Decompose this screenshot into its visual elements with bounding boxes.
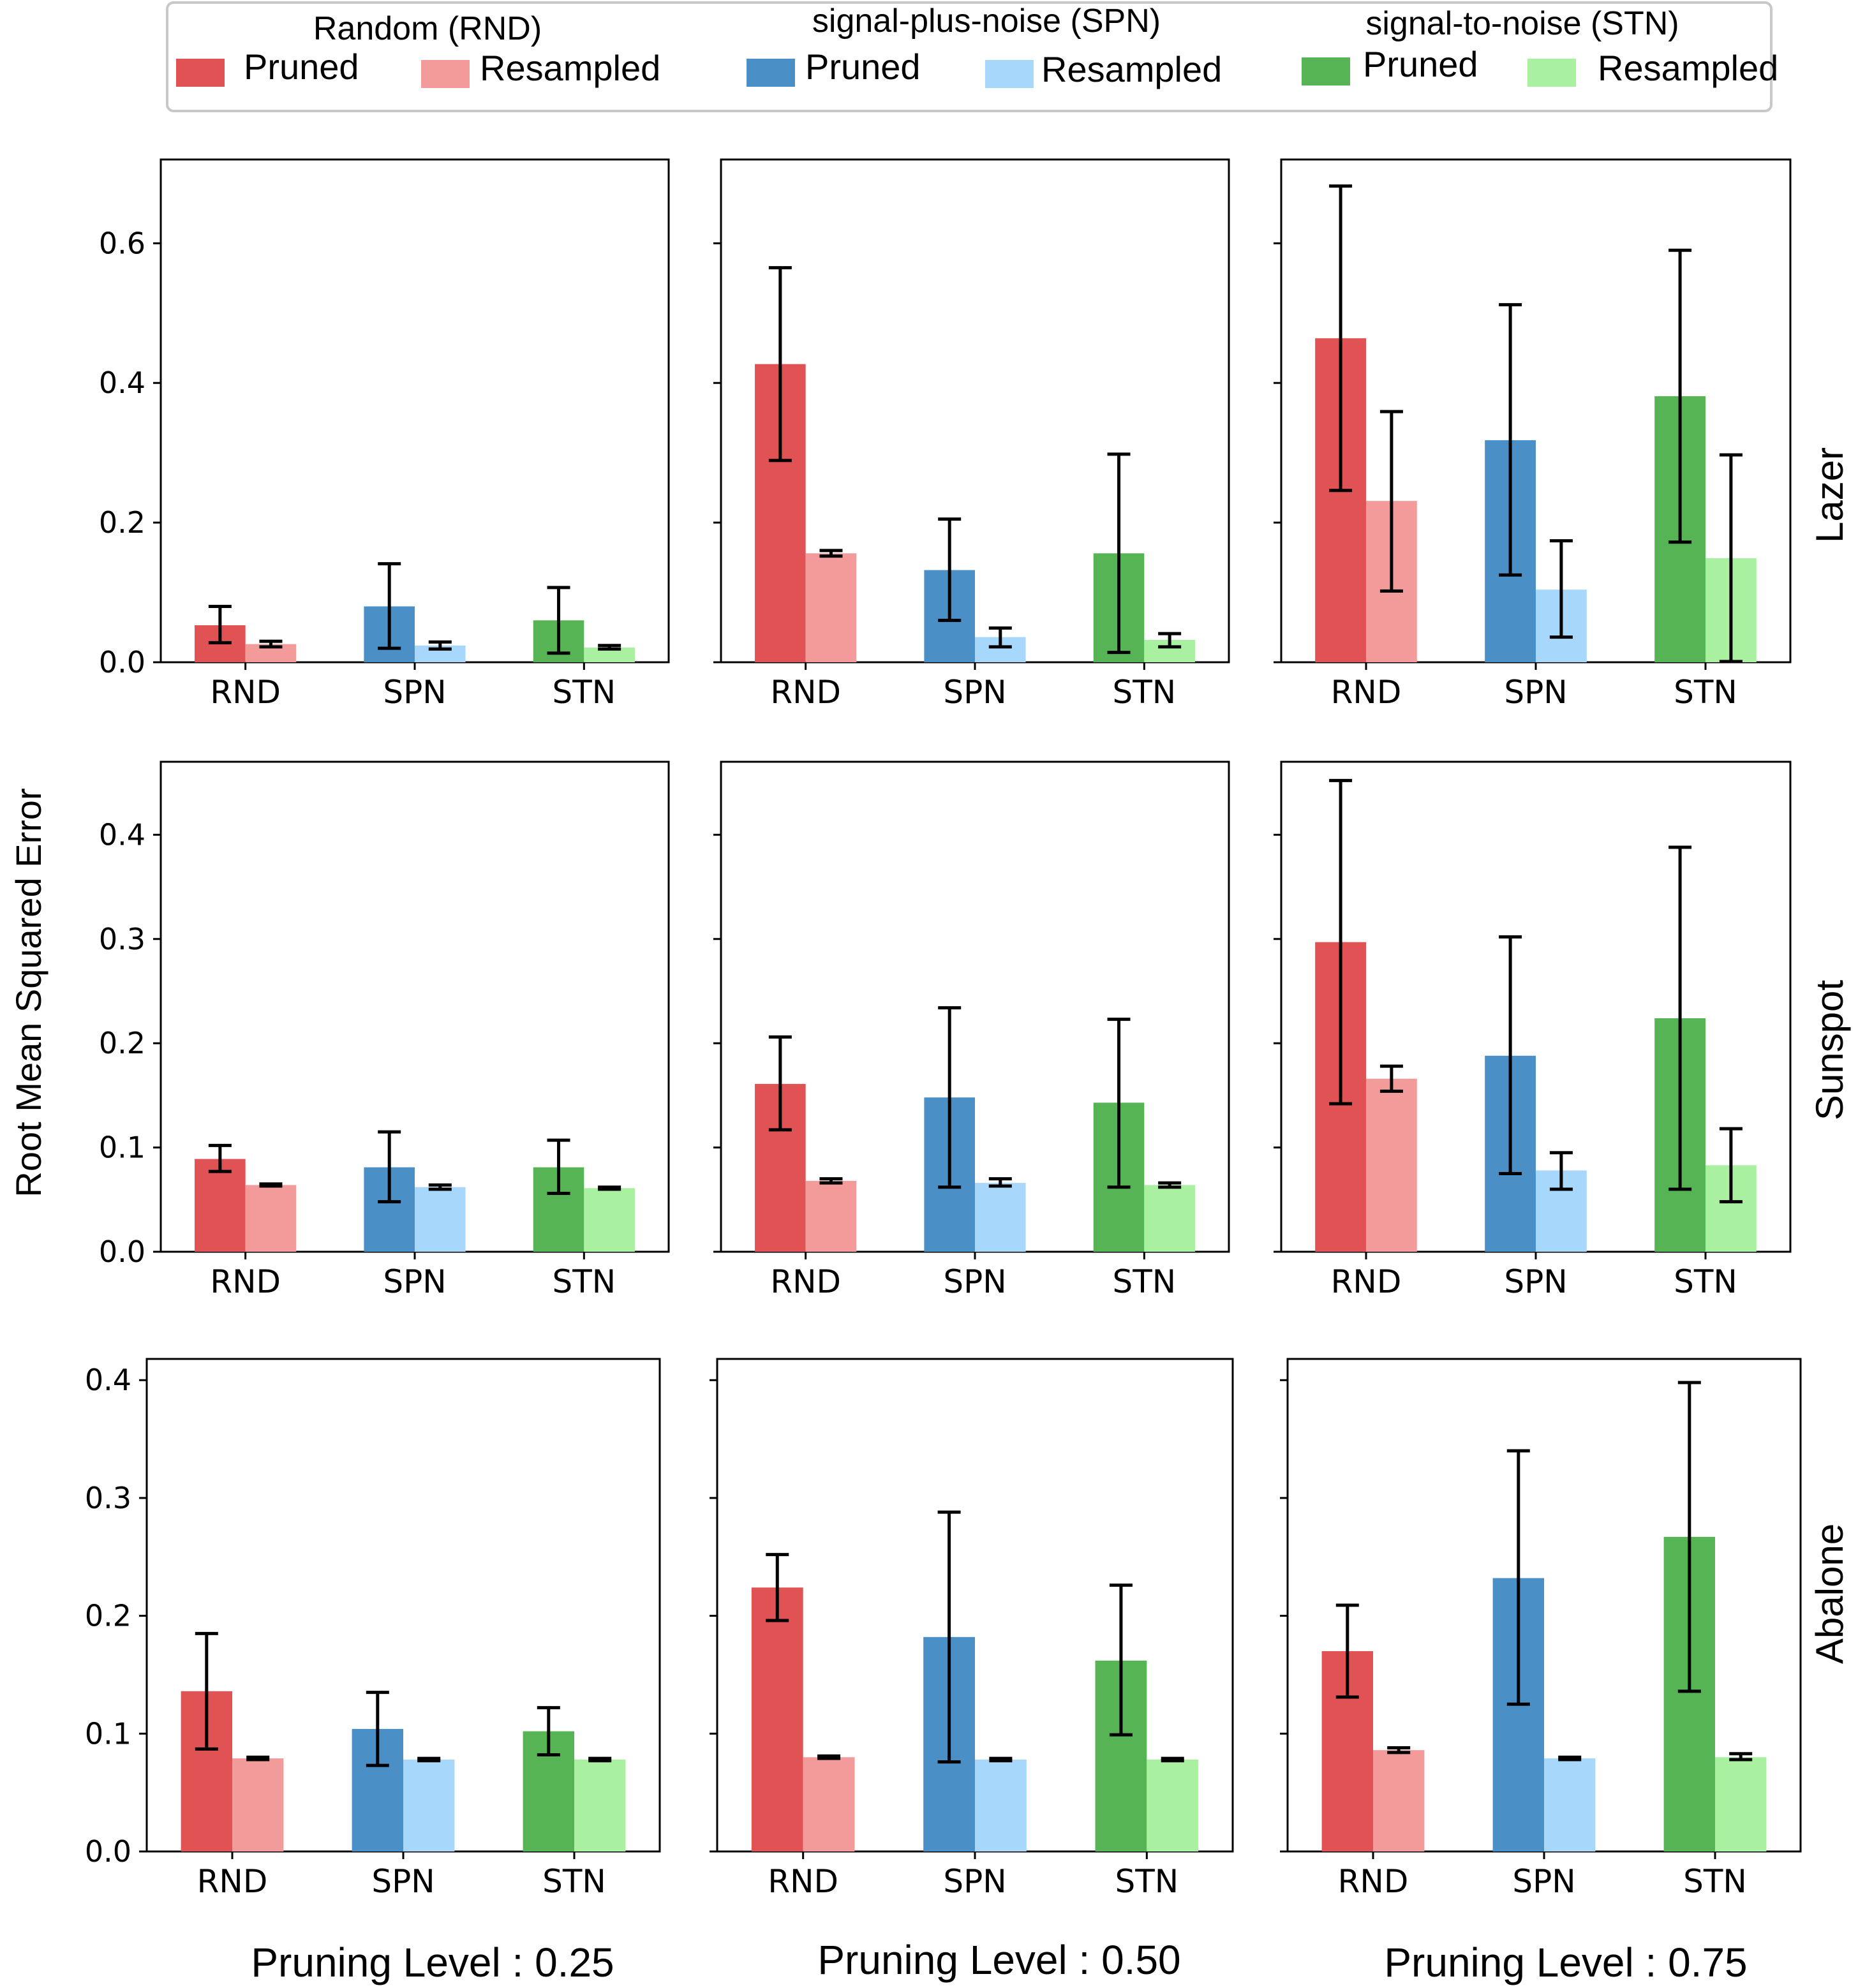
x-tick-label-rnd: RND <box>768 1863 838 1900</box>
x-tick-label-spn: SPN <box>1512 1863 1575 1900</box>
x-tick-label-stn: STN <box>542 1863 606 1900</box>
bar-rnd-pruned <box>751 1587 803 1851</box>
bar-stn-resampled <box>1144 1185 1195 1252</box>
bar-rnd-resampled <box>1373 1750 1425 1851</box>
bar-spn-resampled <box>1544 1758 1596 1851</box>
bar-spn-resampled <box>403 1759 455 1851</box>
panel-abalone-075: RND SPN STN <box>1280 1358 1802 1900</box>
x-tick-label-spn: SPN <box>1504 1263 1567 1300</box>
bar-rnd-resampled <box>803 1757 855 1851</box>
panel-lazer-075: RND SPN STN <box>1274 158 1792 711</box>
y-tick-label: 0.4 <box>85 1363 131 1397</box>
x-tick-label-spn: SPN <box>943 1863 1006 1900</box>
x-tick-label-stn: STN <box>552 1263 616 1300</box>
y-tick-label: 0.3 <box>85 1481 131 1515</box>
x-tick-label-stn: STN <box>1115 1863 1178 1900</box>
panel-sunspot-050: RND SPN STN <box>713 760 1230 1300</box>
level-label-050: Pruning Level : 0.50 <box>817 1937 1180 1983</box>
bar-stn-resampled <box>1715 1757 1767 1851</box>
x-tick-label-spn: SPN <box>383 1263 446 1300</box>
y-tick-label: 0.0 <box>85 1834 131 1869</box>
x-tick-label-stn: STN <box>1112 674 1176 711</box>
legend-label-stn-resampled: Resampled <box>1598 48 1778 88</box>
legend-title-stn: signal-to-noise (STN) <box>1365 5 1679 42</box>
bar-rnd-resampled <box>805 553 857 662</box>
legend-swatch-rnd-pruned <box>176 59 225 87</box>
y-tick-label: 0.6 <box>99 226 145 260</box>
legend-swatch-spn-pruned <box>747 59 795 87</box>
x-tick-label-rnd: RND <box>210 1263 281 1300</box>
bar-rnd-pruned <box>195 1159 246 1252</box>
x-tick-label-stn: STN <box>1683 1863 1747 1900</box>
y-tick-label: 0.4 <box>99 366 145 400</box>
legend-frame <box>166 1 1773 112</box>
y-tick-label: 0.2 <box>85 1599 131 1633</box>
x-tick-label-rnd: RND <box>770 1263 841 1300</box>
bar-stn-resampled <box>584 648 635 662</box>
legend-label-stn-pruned: Pruned <box>1363 44 1478 84</box>
x-tick-label-rnd: RND <box>1331 1263 1402 1300</box>
panel-frame <box>160 158 670 664</box>
legend-swatch-rnd-resampled <box>421 60 470 88</box>
legend-label-spn-pruned: Pruned <box>805 47 921 87</box>
legend: Random (RND) Pruned Resampled signal-plu… <box>166 1 1778 112</box>
x-tick-label-rnd: RND <box>210 674 281 711</box>
panel-abalone-050: RND SPN STN <box>710 1358 1234 1900</box>
y-axis-label: Root Mean Squared Error <box>8 788 48 1197</box>
x-tick-label-spn: SPN <box>943 674 1006 711</box>
bar-rnd-resampled <box>1366 1078 1417 1252</box>
y-tick-label: 0.3 <box>99 922 145 956</box>
bar-rnd-resampled <box>805 1180 857 1252</box>
y-tick-label: 0.2 <box>99 505 145 540</box>
legend-label-rnd-resampled: Resampled <box>480 48 660 88</box>
legend-title-rnd: Random (RND) <box>313 10 542 47</box>
panel-sunspot-025: 0.0 0.1 0.2 0.3 0.4 RND SPN STN <box>99 760 670 1300</box>
x-tick-label-rnd: RND <box>1331 674 1402 711</box>
panel-abalone-025: 0.0 0.1 0.2 0.3 0.4 RND SPN STN <box>85 1358 661 1900</box>
bar-rnd-resampled <box>232 1758 284 1851</box>
y-tick-label: 0.4 <box>99 817 145 852</box>
x-tick-label-stn: STN <box>552 674 616 711</box>
x-tick-label-spn: SPN <box>383 674 446 711</box>
legend-label-spn-resampled: Resampled <box>1041 49 1222 89</box>
row-label-lazer: Lazer <box>1808 447 1851 543</box>
bar-stn-resampled <box>574 1759 626 1851</box>
panel-lazer-050: RND SPN STN <box>713 158 1230 711</box>
y-tick-label: 0.2 <box>99 1026 145 1060</box>
bar-spn-resampled <box>975 1183 1026 1252</box>
legend-swatch-stn-resampled <box>1527 59 1576 87</box>
legend-label-rnd-pruned: Pruned <box>244 47 359 87</box>
row-label-sunspot: Sunspot <box>1808 980 1851 1120</box>
bar-rnd-resampled <box>245 1185 297 1252</box>
y-tick-label: 0.1 <box>85 1716 131 1751</box>
bar-stn-resampled <box>584 1188 635 1252</box>
row-label-abalone: Abalone <box>1808 1524 1851 1664</box>
level-label-075: Pruning Level : 0.75 <box>1384 1940 1747 1985</box>
x-tick-label-stn: STN <box>1112 1263 1176 1300</box>
x-tick-label-rnd: RND <box>197 1863 268 1900</box>
y-tick-label: 0.0 <box>99 645 145 679</box>
y-tick-label: 0.0 <box>99 1235 145 1269</box>
bar-stn-resampled <box>1147 1759 1199 1851</box>
x-tick-label-spn: SPN <box>1504 674 1567 711</box>
panel-sunspot-075: RND SPN STN <box>1274 760 1792 1300</box>
panel-lazer-025: 0.0 0.2 0.4 0.6 RND SPN STN <box>99 158 670 711</box>
x-tick-label-stn: STN <box>1674 1263 1737 1300</box>
x-tick-label-rnd: RND <box>770 674 841 711</box>
legend-swatch-spn-resampled <box>985 60 1034 88</box>
bar-spn-resampled <box>975 1759 1027 1851</box>
legend-swatch-stn-pruned <box>1302 57 1350 85</box>
x-tick-label-rnd: RND <box>1338 1863 1409 1900</box>
bar-spn-resampled <box>415 1187 466 1252</box>
x-tick-label-stn: STN <box>1674 674 1737 711</box>
legend-title-spn: signal-plus-noise (SPN) <box>812 3 1161 40</box>
x-tick-label-spn: SPN <box>943 1263 1006 1300</box>
x-tick-label-spn: SPN <box>371 1863 435 1900</box>
level-label-025: Pruning Level : 0.25 <box>251 1940 614 1985</box>
y-tick-label: 0.1 <box>99 1131 145 1165</box>
